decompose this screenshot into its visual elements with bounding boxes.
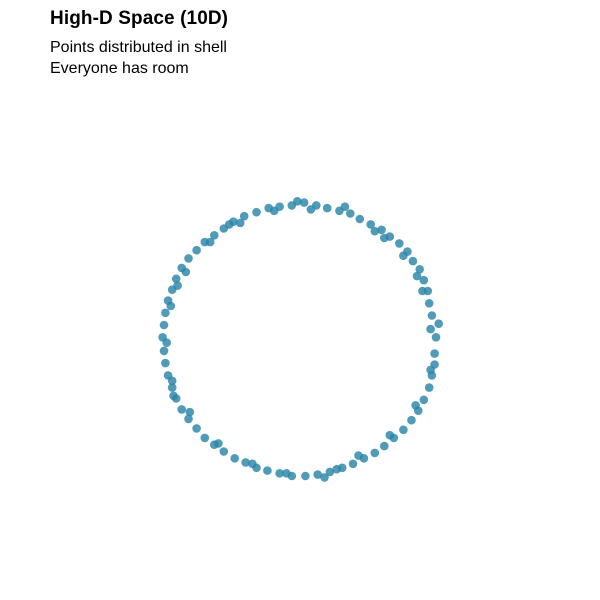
scatter-point <box>230 454 239 463</box>
scatter-point <box>380 233 389 243</box>
scatter-point <box>167 383 177 392</box>
scatter-point <box>354 451 363 460</box>
scatter-point <box>320 473 329 482</box>
scatter-point <box>159 320 169 330</box>
scatter-point <box>313 470 323 479</box>
scatter-point <box>299 198 309 207</box>
scatter-point <box>395 239 404 248</box>
scatter-point <box>192 424 201 433</box>
scatter-point <box>355 214 365 224</box>
scatter-point <box>192 245 201 255</box>
scatter-point <box>173 281 182 290</box>
scatter-point <box>306 205 316 214</box>
scatter-point <box>427 311 437 320</box>
scatter-point <box>380 441 389 451</box>
points-layer <box>158 197 444 482</box>
scatter-point <box>426 324 435 334</box>
scatter-point <box>399 425 408 435</box>
scatter-point <box>434 319 444 329</box>
scatter-point <box>431 333 441 342</box>
scatter-point <box>219 447 229 456</box>
scatter-point <box>184 254 193 263</box>
scatter-point <box>282 469 291 478</box>
chart-subtitle-line-1: Points distributed in shell <box>50 39 227 56</box>
scatter-point <box>348 459 358 469</box>
scatter-point <box>430 349 439 358</box>
scatter-point <box>424 299 434 308</box>
scatter-point <box>205 237 215 247</box>
scatter-point <box>167 376 177 386</box>
scatter-point <box>411 401 420 410</box>
scatter-point <box>407 415 416 425</box>
scatter-point <box>275 469 284 478</box>
scatter-point <box>346 209 355 218</box>
scatter-point <box>184 414 193 424</box>
scatter-point <box>419 395 429 405</box>
scatter-point <box>263 466 272 475</box>
scatter-point <box>177 405 186 414</box>
scatter-point <box>418 286 427 296</box>
scatter-point <box>214 439 223 448</box>
scatter-point <box>185 407 195 417</box>
scatter-point <box>269 206 279 216</box>
scatter-point <box>415 265 425 274</box>
scatter-point <box>419 275 429 285</box>
scatter-point <box>159 346 169 356</box>
scatter-point <box>426 365 435 375</box>
scatter-point <box>340 202 350 211</box>
scatter-point <box>370 448 380 458</box>
scatter-point <box>210 231 219 240</box>
chart-title: High-D Space (10D) <box>50 8 229 29</box>
chart-subtitle-line-2: Everyone has room <box>50 60 189 77</box>
scatter-point <box>370 226 380 236</box>
scatter-point <box>332 464 342 474</box>
scatter-point <box>225 220 234 229</box>
scatter-point <box>325 467 335 477</box>
scatter-point <box>248 459 257 469</box>
scatter-point <box>169 391 178 401</box>
scatter-point <box>293 197 302 206</box>
scatter-point <box>322 203 332 213</box>
scatter-point <box>241 458 250 467</box>
scatter-point <box>399 251 408 260</box>
scatter-point <box>162 338 171 348</box>
scatter-point <box>166 301 176 311</box>
scatter-point <box>301 471 310 481</box>
scatter-point <box>252 207 261 217</box>
scatter-point <box>424 383 434 392</box>
scatter-point <box>377 225 386 235</box>
scatter-point <box>235 218 245 228</box>
scatter-point <box>408 256 418 266</box>
scatter-point <box>412 271 422 281</box>
scatter-point <box>171 274 181 284</box>
scatter-point <box>181 267 191 277</box>
scatter-point <box>239 211 249 221</box>
scatter-point <box>161 308 170 318</box>
scatter-point <box>161 358 170 368</box>
scatter-point <box>385 430 395 440</box>
scatter-point <box>200 433 210 443</box>
scatter-point <box>366 220 376 229</box>
